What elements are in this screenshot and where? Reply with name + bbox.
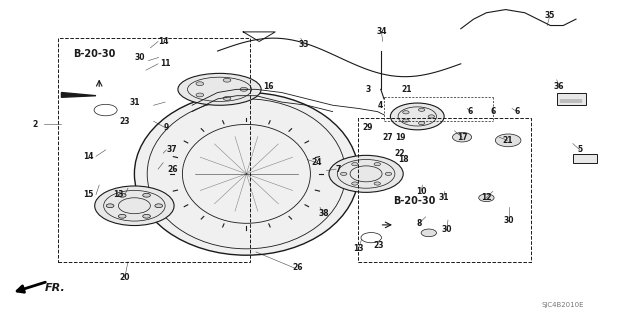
Bar <box>58 38 250 262</box>
Text: 21: 21 <box>401 85 412 94</box>
Circle shape <box>479 194 494 202</box>
Text: 18: 18 <box>398 155 408 164</box>
Text: 23: 23 <box>373 241 383 250</box>
Text: 14: 14 <box>158 37 168 46</box>
Circle shape <box>223 97 231 100</box>
Text: 35: 35 <box>545 11 555 20</box>
Circle shape <box>390 103 444 130</box>
Circle shape <box>419 108 425 111</box>
Text: 19: 19 <box>395 133 405 142</box>
Circle shape <box>240 87 248 91</box>
Text: 30: 30 <box>442 225 452 234</box>
Circle shape <box>403 111 409 114</box>
Circle shape <box>352 182 358 185</box>
Text: 23: 23 <box>120 117 130 126</box>
Ellipse shape <box>134 93 358 255</box>
Circle shape <box>143 214 150 218</box>
Text: 24: 24 <box>312 158 322 167</box>
Text: 11: 11 <box>160 59 170 68</box>
Circle shape <box>452 132 472 142</box>
Text: 31: 31 <box>129 98 140 107</box>
Circle shape <box>155 204 163 208</box>
Text: B-20-30: B-20-30 <box>74 49 116 59</box>
Bar <box>358 118 531 262</box>
Text: 13: 13 <box>353 244 364 253</box>
Text: 21: 21 <box>502 136 513 145</box>
Text: 26: 26 <box>292 263 303 272</box>
Circle shape <box>95 186 174 226</box>
Text: 20: 20 <box>120 273 130 282</box>
Text: 10: 10 <box>416 187 426 196</box>
Text: 3: 3 <box>365 85 371 94</box>
Text: 34: 34 <box>376 27 387 36</box>
Text: SJC4B2010E: SJC4B2010E <box>542 302 584 308</box>
Text: FR.: FR. <box>45 283 65 293</box>
Text: 9: 9 <box>164 123 169 132</box>
Text: B-20-30: B-20-30 <box>394 196 436 206</box>
Circle shape <box>106 204 114 208</box>
Circle shape <box>374 163 380 166</box>
Polygon shape <box>61 93 96 97</box>
Circle shape <box>118 214 126 218</box>
Text: 5: 5 <box>577 145 582 154</box>
Circle shape <box>143 193 150 197</box>
Text: 26: 26 <box>168 165 178 174</box>
Text: 31: 31 <box>438 193 449 202</box>
Circle shape <box>329 155 403 192</box>
Circle shape <box>340 172 347 175</box>
Circle shape <box>385 172 392 175</box>
Text: 2: 2 <box>33 120 38 129</box>
Text: 30: 30 <box>504 216 514 225</box>
Circle shape <box>223 78 231 82</box>
Text: 6: 6 <box>515 107 520 116</box>
Text: 13: 13 <box>113 190 124 199</box>
Text: 27: 27 <box>382 133 392 142</box>
Circle shape <box>374 182 380 185</box>
Text: 15: 15 <box>83 190 93 199</box>
Circle shape <box>419 122 425 125</box>
Text: 7: 7 <box>335 165 340 174</box>
Text: 30: 30 <box>134 53 145 62</box>
Text: 22: 22 <box>395 149 405 158</box>
Circle shape <box>495 134 521 147</box>
Text: 14: 14 <box>83 152 93 161</box>
Text: 4: 4 <box>378 101 383 110</box>
Circle shape <box>196 82 204 85</box>
Circle shape <box>196 93 204 97</box>
Text: 33: 33 <box>299 40 309 49</box>
Circle shape <box>352 163 358 166</box>
Circle shape <box>428 115 435 118</box>
Text: 6: 6 <box>490 107 495 116</box>
Text: 8: 8 <box>417 219 422 228</box>
Circle shape <box>403 119 409 122</box>
Text: 16: 16 <box>264 82 274 91</box>
Text: 6: 6 <box>468 107 473 116</box>
Text: 29: 29 <box>363 123 373 132</box>
Circle shape <box>118 193 126 197</box>
Text: 17: 17 <box>457 133 467 142</box>
Text: 36: 36 <box>554 82 564 91</box>
Text: 38: 38 <box>319 209 329 218</box>
Circle shape <box>421 229 436 237</box>
Ellipse shape <box>178 73 261 105</box>
Text: 12: 12 <box>481 193 492 202</box>
Text: 37: 37 <box>166 145 177 154</box>
Bar <box>557 93 586 105</box>
Bar <box>573 154 597 163</box>
